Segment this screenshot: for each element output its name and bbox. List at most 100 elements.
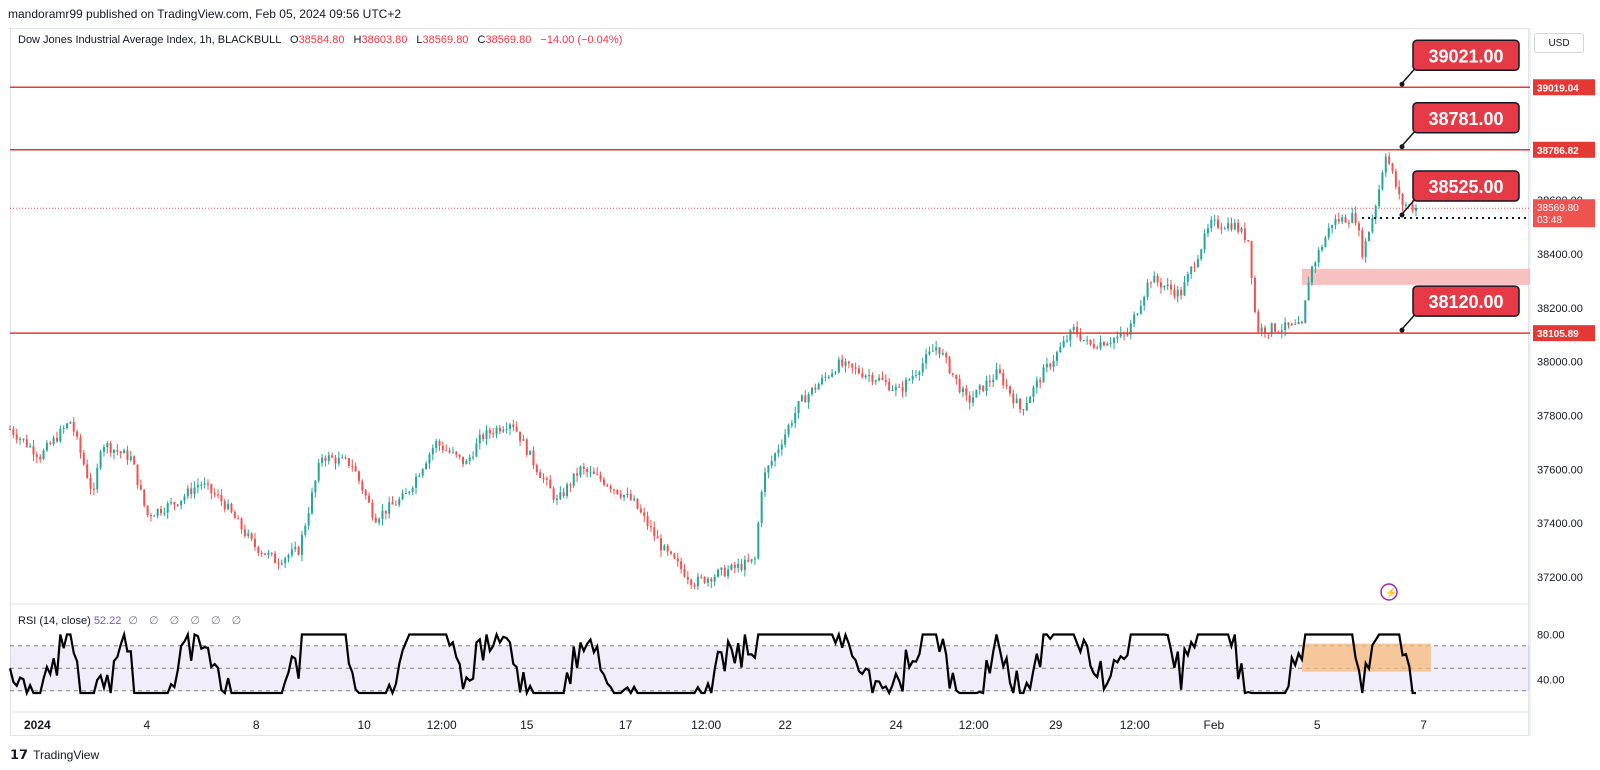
candle-body xyxy=(774,453,777,461)
candle-body xyxy=(1042,367,1045,383)
candle-body xyxy=(951,373,954,375)
candle-body xyxy=(1378,189,1381,207)
axis-level-tag xyxy=(1533,141,1595,158)
candle-body xyxy=(1334,218,1337,225)
candle-body xyxy=(861,373,864,378)
candle-body xyxy=(824,376,827,378)
candle-body xyxy=(206,483,209,485)
candle-body xyxy=(693,584,696,587)
countdown-label: 03:48 xyxy=(1537,215,1562,226)
candle-body xyxy=(998,369,1001,373)
y-tick-label: 38400.00 xyxy=(1537,249,1583,261)
x-tick-label: 17 xyxy=(619,718,633,732)
candle-body xyxy=(938,347,941,355)
candle-body xyxy=(572,473,575,486)
axis-level-text: 38786.82 xyxy=(1537,146,1579,157)
candle-body xyxy=(341,457,344,459)
candle-body xyxy=(1347,222,1350,224)
candle-body xyxy=(32,446,35,455)
candle-body xyxy=(1213,219,1216,221)
candle-body xyxy=(1129,323,1132,335)
callout-dot xyxy=(1399,327,1405,333)
candle-body xyxy=(1166,284,1169,286)
candle-body xyxy=(260,552,263,554)
candle-body xyxy=(737,563,740,568)
candle-body xyxy=(311,492,314,514)
candle-body xyxy=(1159,282,1162,288)
candle-body xyxy=(519,431,522,441)
candle-body xyxy=(186,488,189,497)
candle-body xyxy=(314,480,317,493)
candle-body xyxy=(337,457,340,464)
alert-icon xyxy=(1380,583,1398,601)
open-label: O xyxy=(290,34,299,46)
rsi-label[interactable]: RSI (14, close) xyxy=(18,615,91,627)
footer: 𝟭𝟳 TradingView xyxy=(10,747,99,763)
candle-body xyxy=(146,505,149,515)
candle-body xyxy=(1025,403,1028,411)
candle-body xyxy=(458,454,461,457)
candle-body xyxy=(1250,241,1253,278)
symbol-name[interactable]: Dow Jones Industrial Average Index, 1h, … xyxy=(18,34,281,46)
candle-body xyxy=(1133,314,1136,324)
callout-box xyxy=(1412,102,1520,134)
candle-body xyxy=(435,440,438,448)
candle-body xyxy=(139,485,142,490)
candle-body xyxy=(203,483,206,485)
candle-body xyxy=(438,440,441,446)
candle-body xyxy=(1163,285,1166,288)
candle-body xyxy=(1240,228,1243,232)
candle-body xyxy=(213,492,216,495)
currency-button[interactable]: USD xyxy=(1534,33,1584,53)
candle-body xyxy=(401,493,404,500)
candle-body xyxy=(1341,217,1344,222)
candle-body xyxy=(790,423,793,426)
candle-body xyxy=(918,372,921,375)
candle-body xyxy=(257,546,260,553)
candle-body xyxy=(274,553,277,564)
candle-body xyxy=(253,538,256,547)
candle-body xyxy=(76,431,79,437)
candle-body xyxy=(925,354,928,364)
candle-body xyxy=(935,347,938,351)
candle-body xyxy=(1052,360,1055,367)
candle-body xyxy=(777,449,780,454)
candle-body xyxy=(599,474,602,480)
candle-body xyxy=(210,484,213,493)
tradingview-logo-icon: 𝟭𝟳 xyxy=(10,747,29,762)
open-value: 38584.80 xyxy=(298,34,345,46)
candle-body xyxy=(347,458,350,466)
candle-body xyxy=(472,456,475,458)
candle-body xyxy=(656,536,659,539)
candle-body xyxy=(968,395,971,403)
y-tick-label: 38000.00 xyxy=(1537,357,1583,369)
candle-body xyxy=(878,377,881,381)
candle-body xyxy=(284,558,287,564)
high-value: 38603.80 xyxy=(361,34,408,46)
candle-body xyxy=(149,514,152,517)
candle-body xyxy=(700,576,703,578)
candle-body xyxy=(636,498,639,509)
candle-body xyxy=(888,381,891,391)
x-tick-label: 7 xyxy=(1420,718,1427,732)
candle-body xyxy=(948,357,951,374)
candle-body xyxy=(1186,273,1189,283)
candle-body xyxy=(217,494,220,496)
candle-body xyxy=(639,508,642,513)
candle-body xyxy=(1401,194,1404,205)
candle-body xyxy=(1364,241,1367,257)
candle-body xyxy=(351,465,354,467)
candle-body xyxy=(1193,266,1196,268)
chart-legend: Dow Jones Industrial Average Index, 1h, … xyxy=(18,34,622,46)
candle-body xyxy=(371,502,374,518)
candle-body xyxy=(549,479,552,489)
candle-body xyxy=(116,449,119,452)
candle-body xyxy=(448,450,451,453)
candle-body xyxy=(1361,230,1364,257)
candle-body xyxy=(357,471,360,481)
candle-body xyxy=(1012,393,1015,404)
candle-body xyxy=(582,466,585,469)
candle-body xyxy=(1277,331,1280,333)
candle-body xyxy=(827,376,830,378)
